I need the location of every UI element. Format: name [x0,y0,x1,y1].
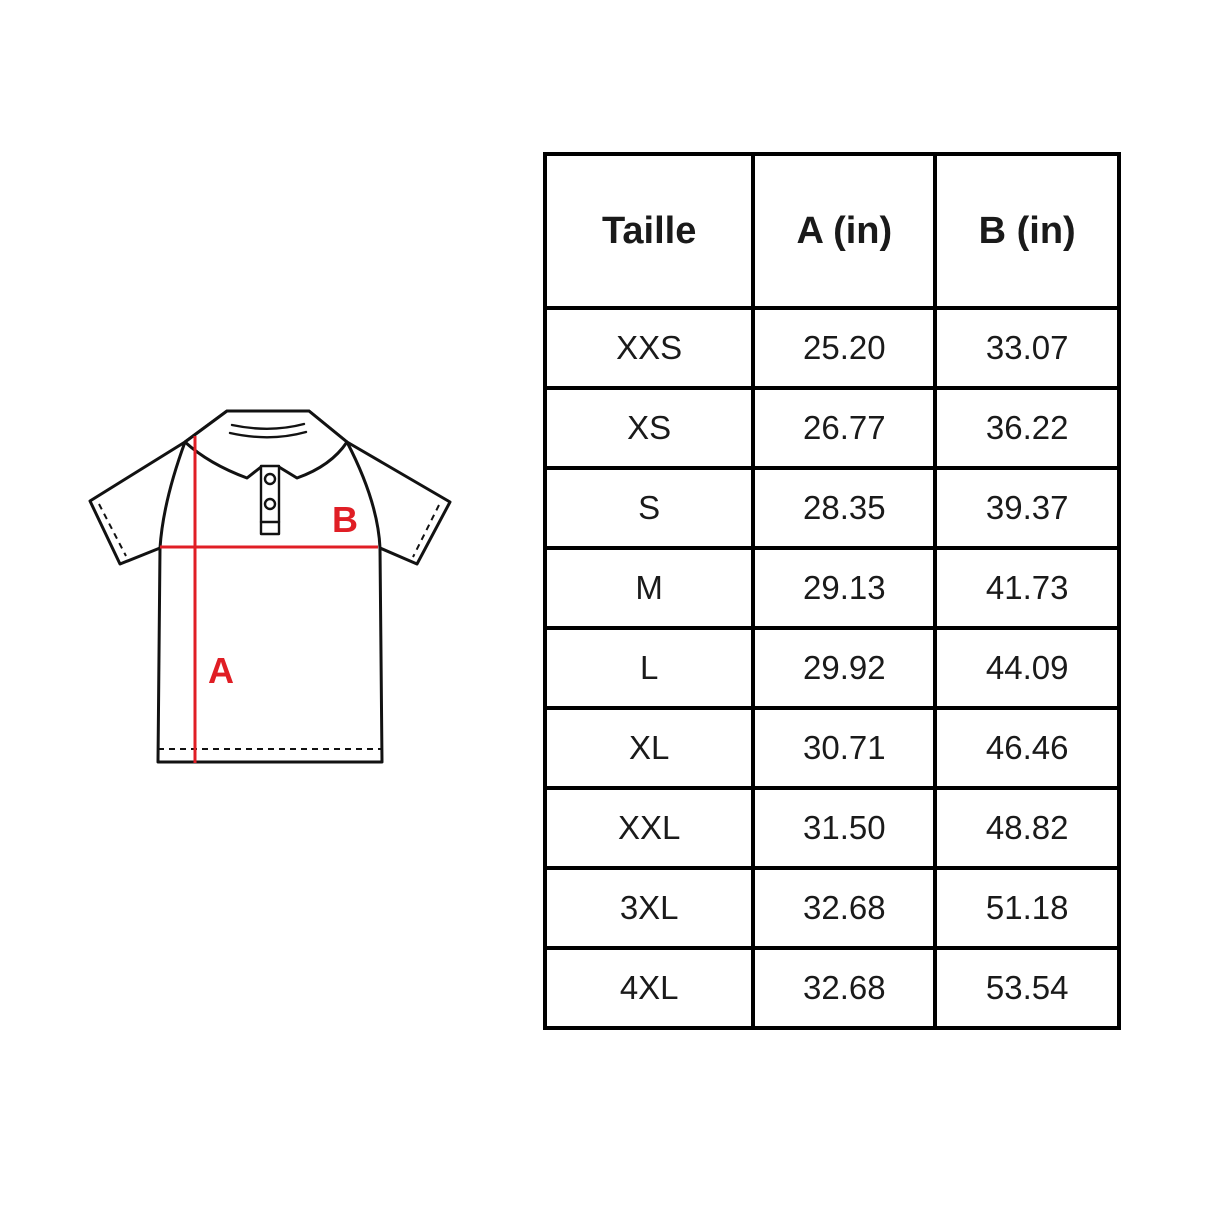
right-armhole-seam [345,440,382,550]
button-bottom [263,497,277,511]
size-cell: XXL [542,786,756,870]
b-value-cell: 44.09 [933,626,1121,710]
a-value-cell: 25.20 [751,306,938,390]
measurement-label-b: B [332,499,358,540]
size-cell: XS [542,386,756,470]
left-armhole-seam [158,440,187,550]
size-cell: 4XL [542,946,756,1030]
polo-shirt-diagram: A B [88,409,452,764]
size-table-header: Taille A (in) B (in) [542,152,1121,310]
table-row: 3XL 32.68 51.18 [542,866,1121,950]
b-value-cell: 41.73 [933,546,1121,630]
b-value-cell: 46.46 [933,706,1121,790]
measurement-label-a: A [208,650,234,691]
table-row: XXL 31.50 48.82 [542,786,1121,870]
b-value-cell: 51.18 [933,866,1121,950]
table-row: XL 30.71 46.46 [542,706,1121,790]
b-value-cell: 53.54 [933,946,1121,1030]
a-value-cell: 26.77 [751,386,938,470]
b-value-cell: 39.37 [933,466,1121,550]
table-row: XXS 25.20 33.07 [542,306,1121,390]
button-top [263,472,277,486]
a-value-cell: 29.92 [751,626,938,710]
size-chart-table: Taille A (in) B (in) XXS 25.20 33.07 XS 26.7… [542,152,1121,1030]
b-value-cell: 48.82 [933,786,1121,870]
a-value-cell: 32.68 [751,866,938,950]
collar-back-line-2 [228,430,308,439]
table-row: L 29.92 44.09 [542,626,1121,710]
size-cell: XXS [542,306,756,390]
a-value-cell: 29.13 [751,546,938,630]
left-sleeve-stitch [98,503,127,557]
right-sleeve-stitch [412,504,440,558]
b-value-cell: 33.07 [933,306,1121,390]
size-cell: M [542,546,756,630]
column-header-b: B (in) [933,152,1121,310]
table-row: S 28.35 39.37 [542,466,1121,550]
size-cell: L [542,626,756,710]
size-cell: S [542,466,756,550]
table-row: XS 26.77 36.22 [542,386,1121,470]
size-cell: 3XL [542,866,756,950]
table-row: 4XL 32.68 53.54 [542,946,1121,1030]
a-value-cell: 30.71 [751,706,938,790]
b-value-cell: 36.22 [933,386,1121,470]
column-header-size: Taille [542,152,756,310]
a-value-cell: 31.50 [751,786,938,870]
table-row: M 29.13 41.73 [542,546,1121,630]
a-value-cell: 28.35 [751,466,938,550]
size-cell: XL [542,706,756,790]
column-header-a: A (in) [751,152,938,310]
collar [183,409,349,480]
collar-back-line-1 [230,422,306,430]
header-row: Taille A (in) B (in) [542,152,1121,310]
a-value-cell: 32.68 [751,946,938,1030]
size-table-body: XXS 25.20 33.07 XS 26.77 36.22 S 28.35 39.37 M 29.… [542,306,1121,1030]
